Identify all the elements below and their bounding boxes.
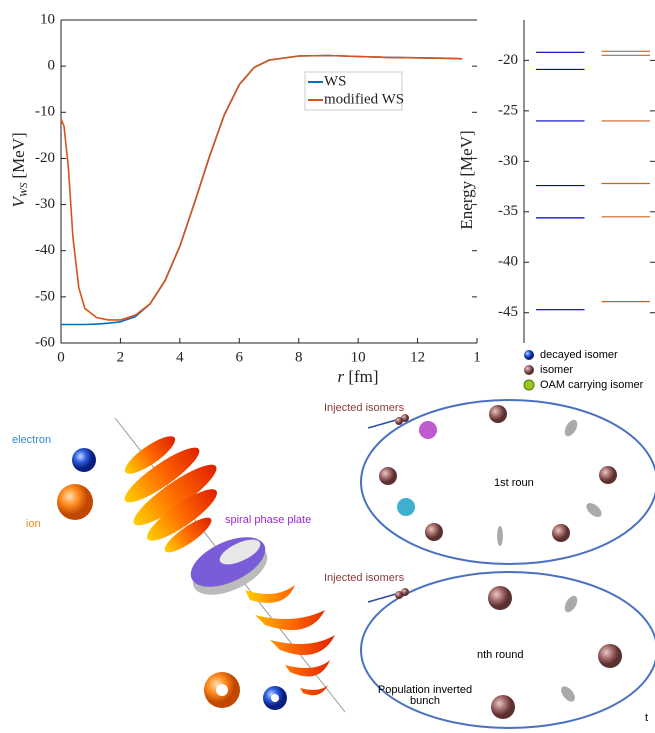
bunch-label: bunch <box>410 695 440 707</box>
round-label: nth round <box>477 649 523 661</box>
ion-icon <box>57 484 93 520</box>
injected-label: Injected isomers <box>324 402 405 414</box>
spiral-phase-plate <box>190 537 268 595</box>
oam-disk <box>419 421 437 439</box>
x-label-var: r <box>337 367 344 386</box>
y-tick-label: -20 <box>35 150 55 166</box>
legend-label: WS <box>324 73 347 89</box>
legend-label: modified WS <box>324 91 404 107</box>
x-tick-label: 0 <box>57 349 65 365</box>
series-line <box>60 54 463 321</box>
x-label-unit: [fm] <box>348 367 378 386</box>
y-tick-label: -40 <box>35 242 55 258</box>
y-tick-label: -20 <box>498 52 518 68</box>
plate-label: spiral phase plate <box>225 514 311 526</box>
y-tick-label: 10 <box>40 11 55 27</box>
ion-label: ion <box>26 518 41 530</box>
injection-arrow <box>367 419 397 603</box>
electron-icon <box>72 448 96 472</box>
legend-text: isomer <box>540 364 573 376</box>
ring <box>360 571 655 729</box>
round-label: 1st roun <box>494 477 534 489</box>
axes-frame <box>60 20 477 344</box>
legend-icon <box>524 365 534 375</box>
ion-hole <box>216 684 228 696</box>
x-tick-label: 4 <box>176 349 184 365</box>
x-tick-label: 12 <box>410 349 425 365</box>
y-tick-label: 0 <box>48 58 56 74</box>
ring-diagram: decayed isomer isomer OAM carrying isome… <box>324 349 655 729</box>
electron-label: electron <box>12 434 51 446</box>
laser-diagram: electron ion spiral phase plate <box>12 417 346 713</box>
x-tick-label: 8 <box>295 349 303 365</box>
y-tick-label: -40 <box>498 254 518 270</box>
x-tick-label: 2 <box>117 349 125 365</box>
y-axis-label: Energy [MeV] <box>457 130 476 229</box>
y-tick-label: -50 <box>35 288 55 304</box>
x-tick-label: 10 <box>351 349 366 365</box>
plates <box>497 419 602 702</box>
x-axis-label: r [fm] <box>337 367 378 386</box>
bunch-label: Population inverted <box>378 684 472 696</box>
corner-label: t <box>645 712 648 724</box>
y-label-sub: WS <box>18 182 30 197</box>
isomer-bunches <box>379 405 622 719</box>
legend-box <box>304 71 403 111</box>
legend-icon <box>523 379 535 391</box>
electron-hole <box>271 694 279 702</box>
y-tick-label: -45 <box>498 304 518 320</box>
legend-text: decayed isomer <box>540 349 618 361</box>
y-tick-label: -30 <box>35 196 55 212</box>
y-tick-label: -60 <box>35 334 55 350</box>
light-pulse <box>124 436 335 696</box>
y-label-var: V <box>9 195 28 208</box>
y-tick-label: -25 <box>498 102 518 118</box>
y-label-unit: [MeV] <box>9 132 28 178</box>
legend-text: OAM carrying isomer <box>540 379 644 391</box>
y-axis-label: VWS [MeV] <box>9 132 30 207</box>
y-tick-label: -10 <box>35 104 55 120</box>
y-tick-label: -35 <box>498 203 518 219</box>
x-tick-label: 6 <box>236 349 244 365</box>
x-tick-label: 1 <box>473 349 481 365</box>
legend-icon <box>524 350 534 360</box>
ring <box>360 399 655 565</box>
oam-disk <box>397 498 415 516</box>
y-tick-label: -30 <box>498 153 518 169</box>
injected-label: Injected isomers <box>324 572 405 584</box>
